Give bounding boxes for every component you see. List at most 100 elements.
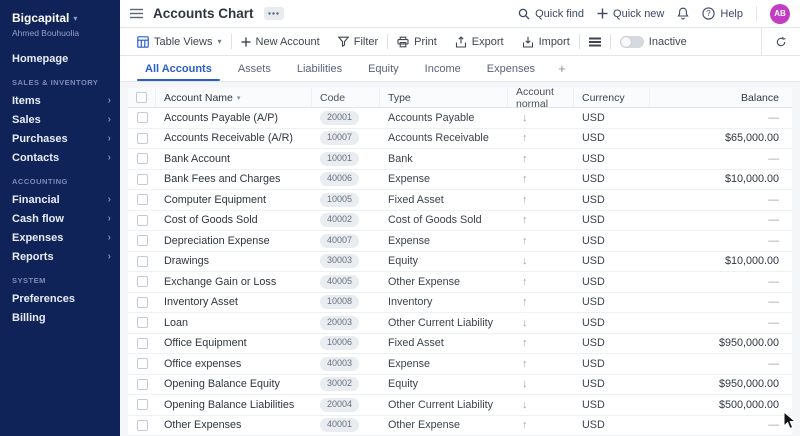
row-checkbox[interactable] xyxy=(136,214,148,226)
tab-assets[interactable]: Assets xyxy=(237,62,271,75)
sidebar-item-cash-flow[interactable]: Cash flow › xyxy=(0,209,120,228)
sidebar-item-sales[interactable]: Sales › xyxy=(0,110,120,129)
sidebar-item-items[interactable]: Items › xyxy=(0,91,120,110)
export-button[interactable]: Export xyxy=(446,28,513,55)
select-all-checkbox[interactable] xyxy=(136,92,147,103)
table-row[interactable]: Inventory Asset 10008 Inventory ↑ USD — xyxy=(128,292,792,313)
column-header-account-name[interactable]: Account Name ▾ xyxy=(156,88,312,107)
table-row[interactable]: Depreciation Expense 40007 Expense ↑ USD — xyxy=(128,231,792,252)
add-tab-button[interactable]: + xyxy=(558,61,566,76)
sidebar-item-label: Items xyxy=(12,94,41,107)
row-checkbox[interactable] xyxy=(136,419,148,431)
user-avatar[interactable]: AB xyxy=(770,3,790,24)
table-row[interactable]: Bank Account 10001 Bank ↑ USD — xyxy=(128,149,792,170)
table-row[interactable]: Drawings 30003 Equity ↓ USD $10,000.00 xyxy=(128,251,792,272)
main-area: Accounts Chart Quick find Quick new xyxy=(120,0,800,436)
table-row[interactable]: Opening Balance Liabilities 20004 Other Cu… xyxy=(128,395,792,416)
table-views-button[interactable]: Table Views ▾ xyxy=(128,28,231,55)
table-row[interactable]: Bank Fees and Charges 40006 Expense ↑ USD $10… xyxy=(128,169,792,190)
row-checkbox[interactable] xyxy=(136,358,148,370)
divider xyxy=(578,34,580,49)
table-row[interactable]: Accounts Receivable (A/R) 10007 Accounts R… xyxy=(128,128,792,149)
tab-equity[interactable]: Equity xyxy=(368,62,399,75)
row-checkbox[interactable] xyxy=(136,276,148,288)
row-checkbox[interactable] xyxy=(136,255,148,267)
row-density-button[interactable] xyxy=(580,28,610,55)
arrow-down-icon: ↓ xyxy=(522,398,528,411)
account-code-badge: 10006 xyxy=(320,336,360,351)
row-checkbox[interactable] xyxy=(136,173,148,185)
quick-new-button[interactable]: Quick new xyxy=(597,8,664,20)
column-header-type[interactable]: Type xyxy=(380,88,508,107)
account-code-badge: 20001 xyxy=(320,110,360,125)
tab-all-accounts[interactable]: All Accounts xyxy=(132,56,225,81)
row-checkbox-cell xyxy=(128,153,156,165)
quick-new-label: Quick new xyxy=(613,7,665,20)
row-checkbox[interactable] xyxy=(136,235,148,247)
sidebar-item-purchases[interactable]: Purchases › xyxy=(0,129,120,148)
account-normal-cell: ↑ xyxy=(508,358,574,370)
quick-find-button[interactable]: Quick find xyxy=(518,8,584,20)
toolbar: Table Views ▾ New Account Filter Print xyxy=(120,28,800,56)
tab-liabilities[interactable]: Liabilities xyxy=(296,62,343,75)
refresh-button[interactable] xyxy=(775,36,787,48)
export-label: Export xyxy=(471,35,504,48)
sidebar-item-expenses[interactable]: Expenses › xyxy=(0,228,120,247)
page-more-button[interactable] xyxy=(263,7,284,20)
table-row[interactable]: Exchange Gain or Loss 40005 Other Expense ↑… xyxy=(128,272,792,293)
help-button[interactable]: ? Help xyxy=(702,7,743,20)
row-checkbox[interactable] xyxy=(136,317,148,329)
notifications-button[interactable] xyxy=(677,7,690,20)
chevron-right-icon: › xyxy=(107,231,111,243)
table-row[interactable]: Loan 20003 Other Current Liability ↓ USD — xyxy=(128,313,792,334)
table-row[interactable]: Accounts Payable (A/P) 20001 Accounts Paya… xyxy=(128,108,792,129)
row-checkbox[interactable] xyxy=(136,296,148,308)
balance-cell: — xyxy=(768,234,779,247)
sidebar-item-billing[interactable]: Billing xyxy=(0,308,120,327)
row-checkbox[interactable] xyxy=(136,194,148,206)
account-type-cell: Expense xyxy=(388,357,431,370)
sidebar-item-financial[interactable]: Financial › xyxy=(0,190,120,209)
row-checkbox[interactable] xyxy=(136,132,148,144)
row-checkbox[interactable] xyxy=(136,378,148,390)
new-account-button[interactable]: New Account xyxy=(232,28,329,55)
balance-cell: — xyxy=(768,193,779,206)
column-header-account-normal[interactable]: Account normal xyxy=(508,86,574,110)
row-checkbox-cell xyxy=(128,399,156,411)
arrow-up-icon: ↑ xyxy=(522,234,528,247)
export-icon xyxy=(455,35,467,48)
sidebar-toggle-button[interactable] xyxy=(130,8,143,19)
arrow-up-icon: ↑ xyxy=(522,173,528,186)
account-type-cell: Expense xyxy=(388,234,431,247)
import-button[interactable]: Import xyxy=(513,28,579,55)
currency-cell: USD xyxy=(582,214,605,227)
org-switcher[interactable]: Bigcapital ▾ xyxy=(0,0,120,25)
row-checkbox[interactable] xyxy=(136,112,148,124)
tab-expenses[interactable]: Expenses xyxy=(486,62,536,75)
column-header-balance[interactable]: Balance xyxy=(650,88,792,107)
table-row[interactable]: Cost of Goods Sold 40002 Cost of Goods Sol… xyxy=(128,210,792,231)
sidebar-item-homepage[interactable]: Homepage xyxy=(0,49,120,68)
topbar: Accounts Chart Quick find Quick new xyxy=(120,0,800,28)
table-row[interactable]: Opening Balance Equity 30002 Equity ↓ USD $95… xyxy=(128,374,792,395)
row-checkbox[interactable] xyxy=(136,153,148,165)
account-type-cell: Other Expense xyxy=(388,275,461,288)
row-checkbox[interactable] xyxy=(136,399,148,411)
table-row[interactable]: Office Equipment 10006 Fixed Asset ↑ USD $950… xyxy=(128,333,792,354)
column-header-code[interactable]: Code xyxy=(312,88,380,107)
table-row[interactable]: Computer Equipment 10005 Fixed Asset ↑ USD — xyxy=(128,190,792,211)
account-code-badge: 20004 xyxy=(320,397,360,412)
account-type-cell: Other Current Liability xyxy=(388,398,494,411)
row-checkbox[interactable] xyxy=(136,337,148,349)
tab-income[interactable]: Income xyxy=(424,62,461,75)
balance-cell: — xyxy=(768,111,779,124)
sidebar-item-preferences[interactable]: Preferences xyxy=(0,289,120,308)
table-row[interactable]: Other Expenses 40001 Other Expense ↑ USD — xyxy=(128,415,792,436)
column-header-currency[interactable]: Currency xyxy=(574,88,650,107)
filter-button[interactable]: Filter xyxy=(329,28,387,55)
inactive-toggle[interactable] xyxy=(619,35,644,48)
table-row[interactable]: Office expenses 40003 Expense ↑ USD — xyxy=(128,354,792,375)
sidebar-item-reports[interactable]: Reports › xyxy=(0,247,120,266)
sidebar-item-contacts[interactable]: Contacts › xyxy=(0,148,120,167)
print-button[interactable]: Print xyxy=(388,28,446,55)
